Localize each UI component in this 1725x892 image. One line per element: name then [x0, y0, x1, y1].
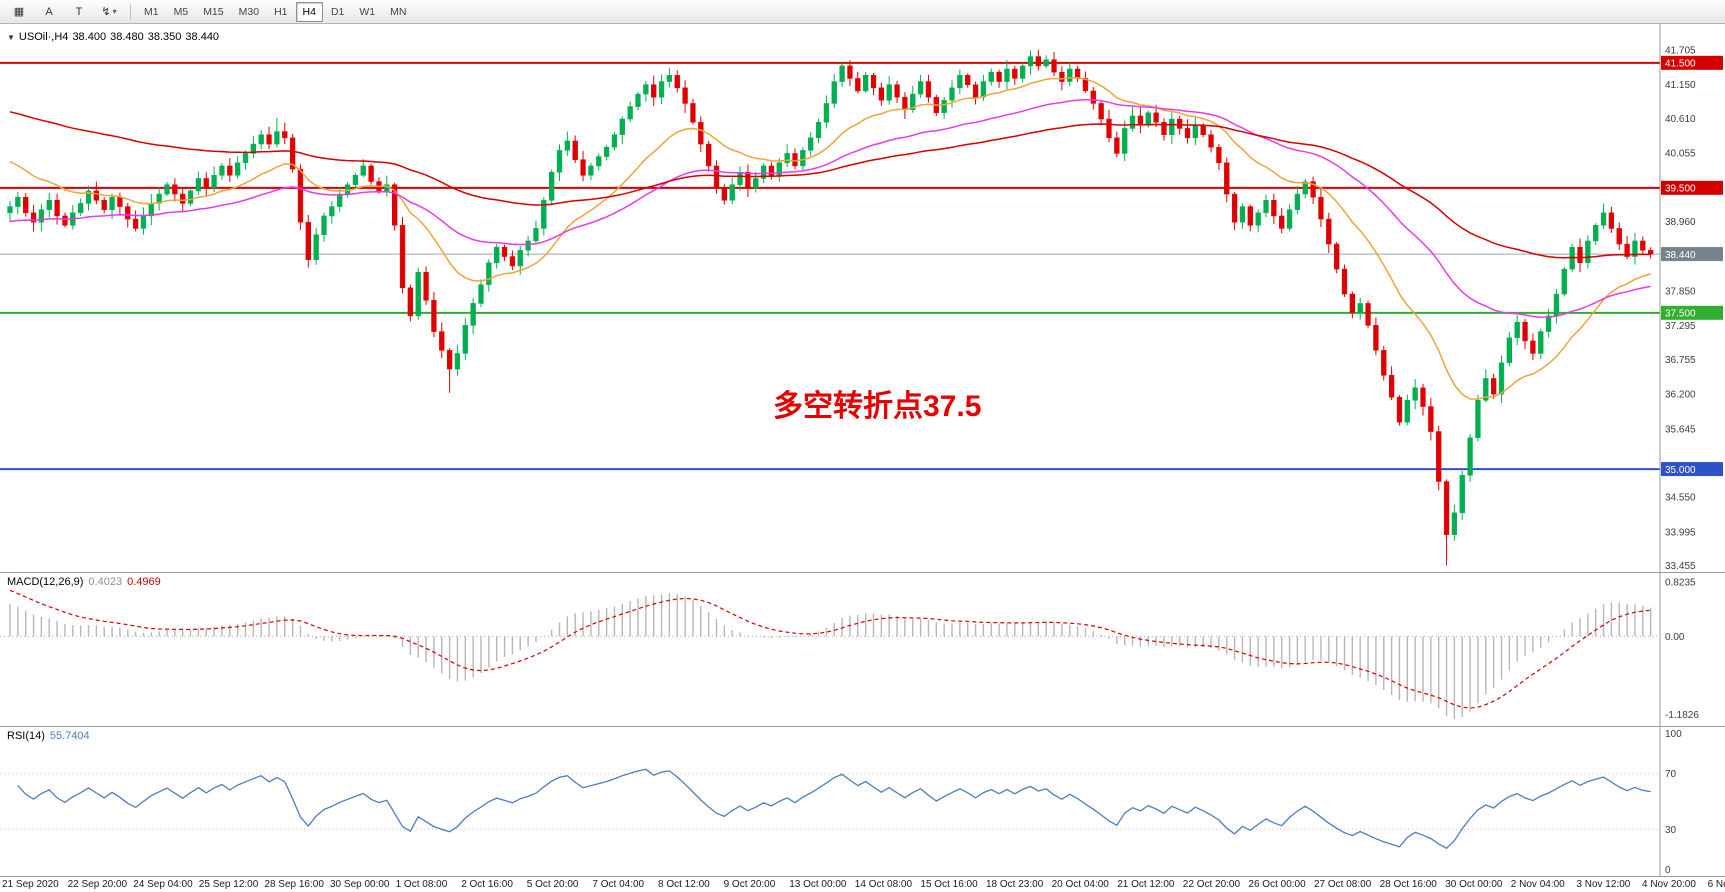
time-label: 28 Oct 16:00 [1379, 879, 1437, 890]
svg-text:38.440: 38.440 [1665, 250, 1696, 261]
svg-text:41.150: 41.150 [1665, 80, 1696, 91]
timeframe-m30-button[interactable]: M30 [238, 5, 260, 18]
svg-text:40.610: 40.610 [1665, 114, 1696, 125]
svg-text:35.645: 35.645 [1665, 424, 1696, 435]
svg-text:36.755: 36.755 [1665, 355, 1696, 366]
rsi-label: RSI(14) 55.7404 [7, 730, 90, 742]
rsi-line [17, 768, 1651, 850]
svg-text:41.500: 41.500 [1665, 59, 1696, 70]
macd-signal-line [9, 589, 1651, 709]
time-label: 4 Nov 20:00 [1642, 879, 1696, 890]
time-label: 7 Oct 04:00 [592, 879, 645, 890]
time-label: 2 Oct 16:00 [461, 879, 513, 890]
timeframe-m15-button[interactable]: M15 [203, 5, 224, 18]
svg-text:38.960: 38.960 [1665, 217, 1696, 228]
timeframe-buttons: M1 M5 M15 M30 H1 H4 D1 W1 MN [137, 1, 413, 22]
svg-text:41.705: 41.705 [1665, 46, 1696, 57]
rsi-panel[interactable]: 100 70 30 0 [0, 726, 1725, 876]
svg-text:39.500: 39.500 [1665, 184, 1696, 195]
time-label: 14 Oct 08:00 [854, 879, 913, 890]
svg-text:0.8235: 0.8235 [1665, 578, 1696, 589]
rsi-chart[interactable]: 100 70 30 0 [0, 727, 1725, 876]
time-label: 6 Nov 20:0 [1707, 879, 1725, 890]
timeframe-w1-button[interactable]: W1 [359, 5, 376, 18]
time-label: 25 Sep 12:00 [198, 879, 259, 890]
macd-chart[interactable]: 0.8235 0.00 -1.1826 [0, 573, 1725, 726]
time-label: 21 Oct 12:00 [1117, 879, 1175, 890]
time-label: 8 Oct 12:00 [658, 879, 710, 890]
time-label: 21 Sep 2020 [2, 879, 59, 890]
svg-text:-1.1826: -1.1826 [1665, 710, 1699, 721]
candlestick-chart[interactable]: 41.705 41.150 40.610 40.055 38.960 37.850 37.2… [0, 24, 1725, 572]
svg-text:0.00: 0.00 [1665, 632, 1685, 643]
ma-mid-line [9, 98, 1651, 318]
macd-signal-value: 0.4969 [127, 576, 161, 588]
ma-fast-line [9, 77, 1651, 400]
time-label: 30 Oct 00:00 [1445, 879, 1503, 890]
chart-symbol-label: USOil·,H4 [18, 31, 69, 43]
time-label: 20 Oct 04:00 [1051, 879, 1109, 890]
time-label: 3 Nov 12:00 [1576, 879, 1631, 890]
charts-grid-button[interactable]: ▦ [13, 6, 25, 18]
rsi-value: 55.7404 [49, 730, 90, 742]
time-label: 5 Oct 20:00 [526, 879, 579, 890]
chart-annotation-text: 多空转折点37.5 [773, 390, 982, 423]
ohlc-close: 38.440 [185, 31, 220, 43]
toolbar-separator [130, 3, 131, 20]
time-label: 27 Oct 08:00 [1314, 879, 1372, 890]
ohlc-open: 38.400 [72, 31, 107, 43]
time-label: 28 Sep 16:00 [264, 879, 324, 890]
time-label: 26 Oct 00:00 [1248, 879, 1306, 890]
time-label: 22 Oct 20:00 [1182, 879, 1241, 890]
svg-text:34.550: 34.550 [1665, 493, 1696, 504]
chart-title: ▼ USOil·,H4 38.400 38.480 38.350 38.440 [7, 31, 223, 43]
timeframe-m1-button[interactable]: M1 [144, 5, 159, 18]
macd-label: MACD(12,26,9) 0.4023 0.4969 [7, 576, 161, 588]
timeframe-m5-button[interactable]: M5 [173, 5, 189, 18]
time-label: 9 Oct 20:00 [723, 879, 776, 890]
timeframe-h4-button[interactable]: H4 [295, 1, 323, 22]
rsi-name: RSI(14) [7, 730, 45, 742]
time-label: 22 Sep 20:00 [67, 879, 128, 890]
ma-slow-line [9, 111, 1651, 259]
svg-text:37.295: 37.295 [1665, 321, 1696, 332]
chart-collapse-icon[interactable]: ▼ [7, 33, 15, 42]
svg-text:33.455: 33.455 [1665, 561, 1696, 572]
time-label: 13 Oct 00:00 [789, 879, 847, 890]
annotate-text-t-button[interactable]: T [75, 5, 83, 18]
time-label: 30 Sep 00:00 [330, 879, 390, 890]
macd-name: MACD(12,26,9) [7, 576, 84, 588]
svg-text:37.850: 37.850 [1665, 286, 1696, 297]
svg-text:36.200: 36.200 [1665, 390, 1696, 401]
time-label: 18 Oct 23:00 [986, 879, 1044, 890]
timeframe-mn-button[interactable]: MN [390, 5, 407, 18]
svg-text:33.995: 33.995 [1665, 527, 1696, 538]
time-label: 24 Sep 04:00 [133, 879, 193, 890]
svg-text:70: 70 [1665, 769, 1677, 780]
time-label: 1 Oct 08:00 [395, 879, 448, 890]
timeframe-d1-button[interactable]: D1 [330, 5, 345, 18]
macd-main-value: 0.4023 [88, 576, 123, 588]
time-axis[interactable]: 21 Sep 2020 22 Sep 20:00 24 Sep 04:00 25 Se… [0, 876, 1725, 892]
main-chart-panel[interactable]: 41.705 41.150 40.610 40.055 38.960 37.850 37.2… [0, 24, 1725, 572]
svg-text:0: 0 [1665, 865, 1671, 876]
svg-text:30: 30 [1665, 825, 1677, 836]
svg-text:35.000: 35.000 [1665, 465, 1696, 476]
svg-text:100: 100 [1665, 729, 1682, 740]
svg-text:40.055: 40.055 [1665, 149, 1696, 160]
timeframe-h1-button[interactable]: H1 [274, 5, 288, 18]
ohlc-high: 38.480 [110, 31, 144, 43]
time-label: 15 Oct 16:00 [920, 879, 978, 890]
toolbar: ▦ A T ↯ ▾ M1 M5 M15 M30 H1 H4 D1 W1 MN [0, 0, 1725, 24]
svg-text:37.500: 37.500 [1665, 309, 1696, 320]
toolbar-tools: ▦ A T ↯ ▾ [4, 1, 124, 22]
annotate-text-a-button[interactable]: A [45, 5, 53, 18]
cursor-tool-button[interactable]: ↯ ▾ [101, 6, 117, 18]
macd-panel[interactable]: 0.8235 0.00 -1.1826 [0, 572, 1725, 726]
time-label: 2 Nov 04:00 [1510, 879, 1565, 890]
ohlc-low: 38.350 [147, 31, 182, 43]
